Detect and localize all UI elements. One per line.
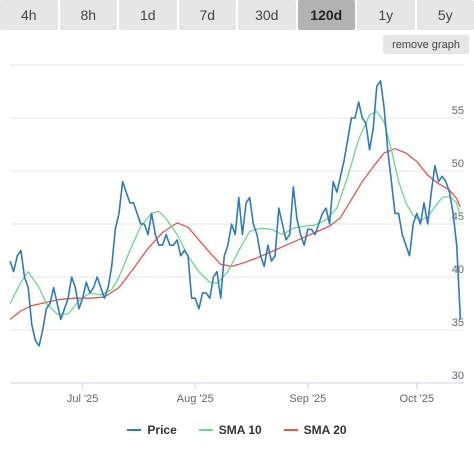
- tab-5y[interactable]: 5y: [416, 0, 474, 30]
- remove-graph-button[interactable]: remove graph: [383, 35, 469, 54]
- x-tick-label: Oct '25: [400, 393, 435, 405]
- series-line-price[interactable]: [9, 80, 462, 347]
- legend-item-price[interactable]: Price: [127, 421, 177, 439]
- tab-7d[interactable]: 7d: [178, 0, 236, 30]
- timeframe-tabs: 4h 8h 1d 7d 30d 120d 1y 5y: [0, 0, 474, 30]
- tab-8h[interactable]: 8h: [59, 0, 117, 30]
- y-tick-label: 35: [452, 317, 464, 329]
- series-line-sma-10[interactable]: [9, 110, 462, 315]
- legend-swatch: [127, 429, 142, 431]
- chart-legend: Price SMA 10 SMA 20: [0, 421, 474, 439]
- x-tick-label: Jul '25: [67, 393, 98, 405]
- legend-label: SMA 10: [218, 423, 262, 437]
- x-tick-label: Sep '25: [289, 393, 326, 405]
- legend-label: Price: [147, 423, 177, 437]
- y-tick-label: 30: [452, 370, 464, 382]
- tab-1d[interactable]: 1d: [119, 0, 177, 30]
- x-tick-label: Aug '25: [177, 393, 214, 405]
- y-tick-label: 50: [452, 158, 464, 170]
- legend-swatch: [283, 429, 298, 431]
- tab-1y[interactable]: 1y: [357, 0, 415, 30]
- legend-item-sma-20[interactable]: SMA 20: [283, 421, 347, 439]
- tab-120d[interactable]: 120d: [297, 0, 355, 30]
- tab-4h[interactable]: 4h: [0, 0, 58, 30]
- y-tick-label: 55: [452, 105, 464, 117]
- legend-label: SMA 20: [303, 423, 347, 437]
- legend-item-sma-10[interactable]: SMA 10: [198, 421, 262, 439]
- series-line-sma-20[interactable]: [9, 148, 461, 320]
- tab-30d[interactable]: 30d: [238, 0, 296, 30]
- legend-swatch: [198, 429, 213, 431]
- y-tick-label: 45: [452, 211, 464, 223]
